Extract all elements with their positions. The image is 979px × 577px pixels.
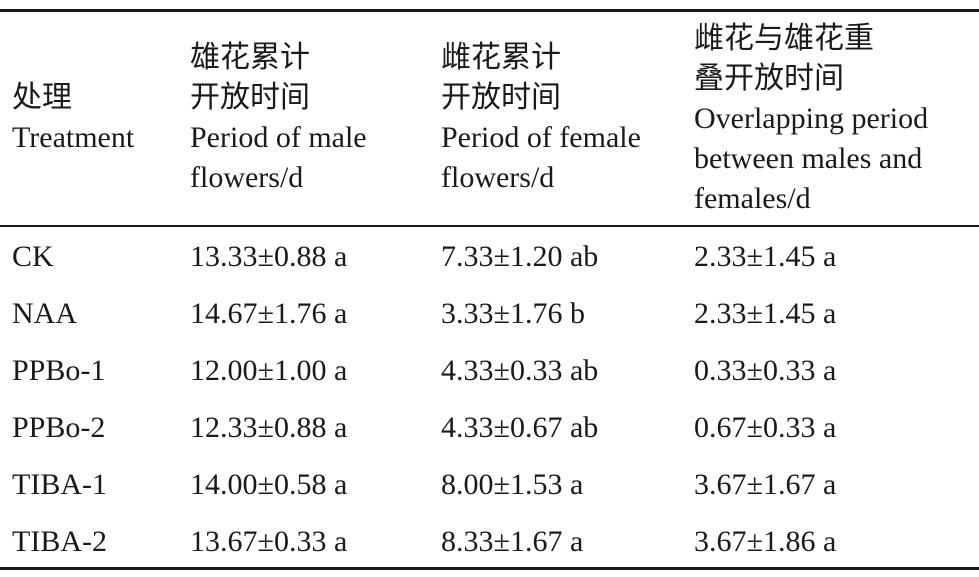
- row-male-value: 12.33±0.88 a: [190, 411, 348, 444]
- header-line: 处理: [12, 81, 72, 114]
- row-treatment: PPBo-2: [12, 411, 106, 444]
- table-row: CK 13.33±0.88 a 7.33±1.20 ab 2.33±1.45 a: [0, 228, 979, 285]
- header-line: Period of female: [441, 121, 641, 154]
- header-line: 叠开放时间: [694, 62, 844, 95]
- header-line: 雌花与雄花重: [694, 22, 874, 55]
- top-rule: [0, 9, 979, 12]
- row-male-value: 13.33±0.88 a: [190, 240, 348, 273]
- row-overlap-value: 0.33±0.33 a: [694, 354, 837, 387]
- row-male-value: 13.67±0.33 a: [190, 525, 348, 558]
- header-line: Overlapping period: [694, 102, 929, 135]
- row-female-value: 8.00±1.53 a: [441, 468, 584, 501]
- table-row: NAA 14.67±1.76 a 3.33±1.76 b 2.33±1.45 a: [0, 285, 979, 342]
- row-overlap-value: 2.33±1.45 a: [694, 240, 837, 273]
- table-row: TIBA-2 13.67±0.33 a 8.33±1.67 a 3.67±1.8…: [0, 513, 979, 570]
- row-treatment: PPBo-1: [12, 354, 106, 387]
- row-treatment: CK: [12, 240, 54, 273]
- header-line: flowers/d: [441, 161, 555, 194]
- header-line: Treatment: [12, 121, 135, 154]
- row-female-value: 3.33±1.76 b: [441, 297, 585, 330]
- header-line: 开放时间: [190, 81, 310, 114]
- row-male-value: 14.67±1.76 a: [190, 297, 348, 330]
- header-line: 雌花累计: [441, 41, 561, 74]
- table-row: TIBA-1 14.00±0.58 a 8.00±1.53 a 3.67±1.6…: [0, 456, 979, 513]
- row-female-value: 8.33±1.67 a: [441, 525, 584, 558]
- table-row: PPBo-2 12.33±0.88 a 4.33±0.67 ab 0.67±0.…: [0, 399, 979, 456]
- header-line: females/d: [694, 182, 811, 215]
- row-treatment: TIBA-1: [12, 468, 107, 501]
- header-treatment: 处理 Treatment: [12, 78, 134, 158]
- table-row: PPBo-1 12.00±1.00 a 4.33±0.33 ab 0.33±0.…: [0, 342, 979, 399]
- header-line: 雄花累计: [190, 41, 310, 74]
- row-treatment: NAA: [12, 297, 77, 330]
- row-overlap-value: 2.33±1.45 a: [694, 297, 837, 330]
- row-female-value: 4.33±0.67 ab: [441, 411, 599, 444]
- header-line: Period of male: [190, 121, 367, 154]
- header-rule: [0, 225, 979, 227]
- row-female-value: 7.33±1.20 ab: [441, 240, 599, 273]
- row-overlap-value: 3.67±1.67 a: [694, 468, 837, 501]
- row-treatment: TIBA-2: [12, 525, 107, 558]
- header-female-period: 雌花累计 开放时间 Period of female flowers/d: [441, 38, 641, 198]
- row-female-value: 4.33±0.33 ab: [441, 354, 599, 387]
- row-overlap-value: 0.67±0.33 a: [694, 411, 837, 444]
- header-male-period: 雄花累计 开放时间 Period of male flowers/d: [190, 38, 367, 198]
- header-line: flowers/d: [190, 161, 304, 194]
- bottom-rule: [0, 567, 979, 570]
- row-male-value: 14.00±0.58 a: [190, 468, 348, 501]
- row-male-value: 12.00±1.00 a: [190, 354, 348, 387]
- row-overlap-value: 3.67±1.86 a: [694, 525, 837, 558]
- header-line: between males and: [694, 142, 923, 175]
- header-overlap-period: 雌花与雄花重 叠开放时间 Overlapping period between …: [694, 19, 928, 219]
- header-line: 开放时间: [441, 81, 561, 114]
